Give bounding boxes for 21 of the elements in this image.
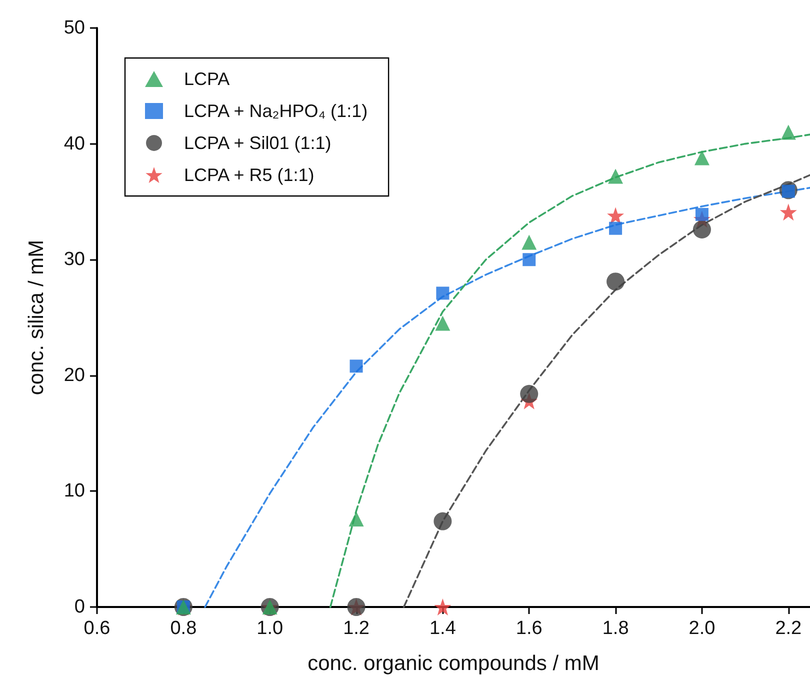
y-tick-label: 10 xyxy=(64,480,85,502)
x-tick-label: 1.8 xyxy=(602,618,629,639)
legend-label: LCPA + Sil01 (1:1) xyxy=(184,133,332,153)
legend-label: LCPA xyxy=(184,69,230,89)
y-tick-label: 30 xyxy=(64,249,85,270)
legend-label: LCPA + R5 (1:1) xyxy=(184,165,314,185)
x-tick-label: 0.6 xyxy=(84,618,110,639)
x-tick-label: 1.2 xyxy=(343,618,370,639)
y-tick-label: 0 xyxy=(74,596,85,618)
x-tick-label: 1.0 xyxy=(256,618,284,639)
x-tick-label: 1.4 xyxy=(429,618,456,639)
x-tick-label: 2.0 xyxy=(688,618,716,639)
x-tick-label: 1.6 xyxy=(516,618,542,639)
x-tick-label: 0.8 xyxy=(170,618,197,639)
x-tick-label: 2.2 xyxy=(775,618,802,639)
y-tick-label: 20 xyxy=(64,364,85,386)
y-tick-label: 40 xyxy=(64,133,85,154)
y-tick-label: 50 xyxy=(64,18,85,38)
legend-label: LCPA + Na₂HPO₄ (1:1) xyxy=(184,101,368,121)
y-axis-title: conc. silica / mM xyxy=(25,240,48,396)
x-axis-title: conc. organic compounds / mM xyxy=(308,652,600,675)
